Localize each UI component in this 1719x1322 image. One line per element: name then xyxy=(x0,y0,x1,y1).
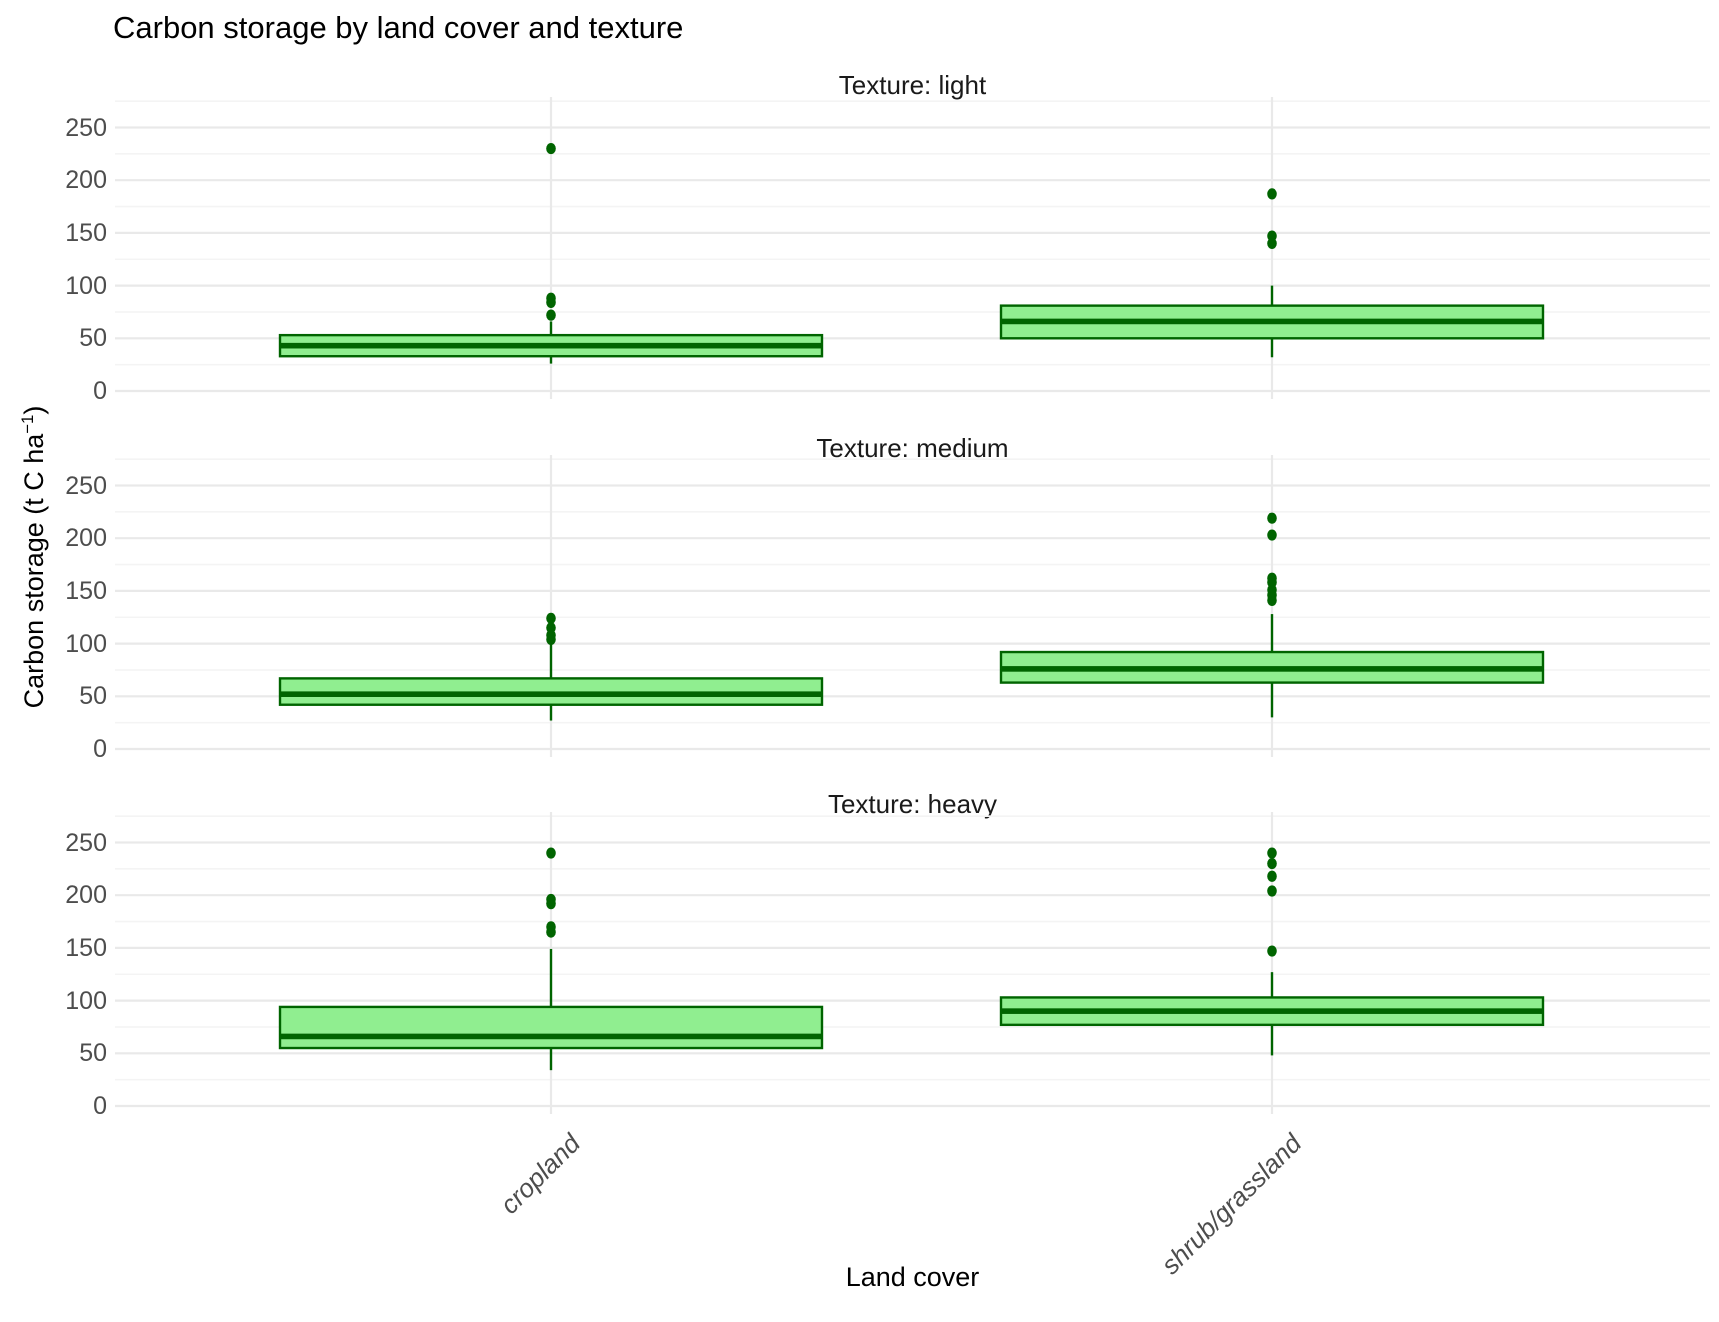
facet-strip-label: Texture: light xyxy=(838,70,987,100)
median-line xyxy=(280,691,822,697)
outlier-point xyxy=(1267,188,1277,200)
outlier-point xyxy=(546,142,556,155)
boxplot-shrub-grassland xyxy=(999,847,1545,1056)
outlier-point xyxy=(1267,885,1277,897)
x-tick-label-shrub-grassland: shrub/grassland xyxy=(1155,1128,1308,1281)
outlier-point xyxy=(1267,529,1277,541)
facet-panel xyxy=(115,812,1710,1114)
x-axis-title: Land cover xyxy=(845,1262,980,1292)
y-tick-label: 100 xyxy=(65,629,107,658)
outlier-point xyxy=(546,893,556,906)
outlier-point xyxy=(546,622,556,634)
facet-strip-label: Texture: medium xyxy=(816,433,1009,463)
outlier-point xyxy=(546,612,556,624)
facet-strip-label: Texture: heavy xyxy=(827,789,998,819)
y-axis-title-superscript: −1 xyxy=(18,414,37,434)
outlier-point xyxy=(1267,847,1277,859)
y-axis-title-close: ) xyxy=(19,405,49,415)
y-tick-label: 100 xyxy=(65,271,107,300)
outlier-point xyxy=(546,921,556,933)
y-tick-label: 250 xyxy=(65,113,107,142)
y-tick-label: 50 xyxy=(79,324,107,353)
boxplot-shrub-grassland xyxy=(999,512,1545,718)
median-line xyxy=(280,342,822,349)
median-line xyxy=(1001,318,1543,325)
y-tick-label: 200 xyxy=(65,166,107,195)
median-line xyxy=(1001,1008,1543,1014)
facet-panel xyxy=(115,455,1710,757)
outlier-point xyxy=(1267,572,1277,584)
y-tick-label: 0 xyxy=(93,735,107,763)
y-tick-label: 150 xyxy=(65,933,107,962)
outlier-point xyxy=(1267,230,1277,242)
outlier-point xyxy=(1267,857,1277,870)
median-line xyxy=(1001,666,1543,672)
boxplot-cropland xyxy=(278,612,824,721)
facet-panel xyxy=(115,97,1710,399)
iqr-box xyxy=(278,1005,824,1050)
y-tick-label: 100 xyxy=(65,986,107,1015)
y-tick-label: 50 xyxy=(79,682,107,711)
outlier-point xyxy=(546,292,556,304)
boxplot-cropland xyxy=(278,142,824,364)
outlier-point xyxy=(546,847,556,859)
y-tick-label: 50 xyxy=(79,1039,107,1068)
median-line xyxy=(280,1033,822,1040)
y-tick-label: 200 xyxy=(65,524,107,553)
y-tick-label: 0 xyxy=(93,1092,107,1120)
outlier-point xyxy=(546,309,556,321)
y-tick-label: 0 xyxy=(93,377,107,405)
outlier-point xyxy=(1267,870,1277,882)
y-tick-label: 250 xyxy=(65,471,107,500)
y-tick-label: 200 xyxy=(65,881,107,910)
y-tick-label: 150 xyxy=(65,576,107,605)
boxplot-cropland xyxy=(278,847,824,1071)
outlier-point xyxy=(1267,512,1277,524)
y-tick-label: 150 xyxy=(65,218,107,247)
boxplot-shrub-grassland xyxy=(999,188,1545,358)
x-tick-label-cropland: cropland xyxy=(494,1128,587,1220)
outlier-point xyxy=(1267,945,1277,957)
page-title: Carbon storage by land cover and texture xyxy=(113,10,684,45)
y-tick-label: 250 xyxy=(65,828,107,857)
